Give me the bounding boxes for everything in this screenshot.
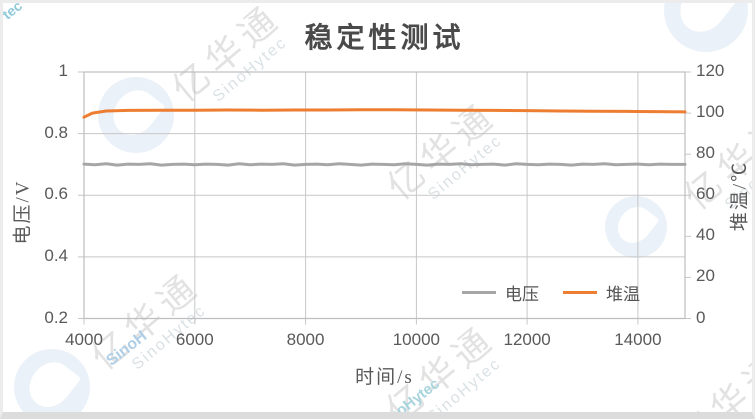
y-right-tick-label: 40 <box>696 225 715 245</box>
legend: 电压 堆温 <box>462 280 640 305</box>
x-tick-label: 10000 <box>392 330 440 349</box>
x-tick-label: 8000 <box>286 330 325 349</box>
legend-item-voltage: 电压 <box>462 280 539 305</box>
y-axis-left-title: 电压/V <box>12 179 34 245</box>
x-tick-label: 4000 <box>65 330 103 349</box>
y-right-tick-label: 20 <box>696 266 715 286</box>
y-right-tick-label: 80 <box>696 143 715 163</box>
legend-item-stack-temp: 堆温 <box>563 280 640 305</box>
x-tick-label: 12000 <box>503 330 551 349</box>
y-left-tick-label: 1 <box>58 61 68 80</box>
y-left-tick-label: 0.2 <box>44 307 68 327</box>
stack-temp-line-swatch <box>563 291 597 294</box>
y-right-tick-label: 60 <box>696 184 715 204</box>
y-left-tick-label: 0.4 <box>44 245 68 265</box>
voltage-line-swatch <box>462 291 496 294</box>
x-axis-title: 时间/s <box>355 367 414 388</box>
y-axis-right-title: 堆温/℃ <box>729 160 751 232</box>
legend-label-stack-temp: 堆温 <box>606 285 640 304</box>
x-tick-label: 14000 <box>614 330 662 349</box>
y-right-tick-label: 0 <box>696 307 706 327</box>
x-tick-label: 6000 <box>175 330 214 349</box>
y-right-tick-label: 120 <box>696 61 725 80</box>
y-left-tick-label: 0.6 <box>44 184 68 204</box>
chart-title: 稳定性测试 <box>304 23 465 54</box>
y-left-tick-label: 0.8 <box>44 122 68 142</box>
y-right-tick-label: 100 <box>696 102 725 122</box>
legend-label-voltage: 电压 <box>505 285 539 304</box>
